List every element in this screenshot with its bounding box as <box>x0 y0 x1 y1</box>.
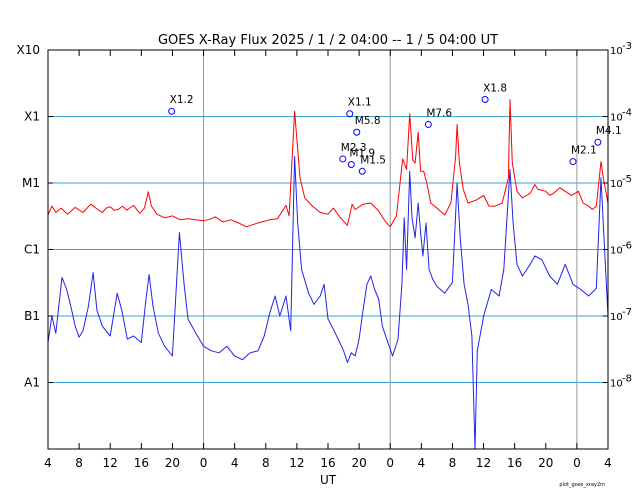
flare-label: M4.1 <box>596 125 622 137</box>
flare-markers: X1.2 X1.1 M5.8 M2.3M1.9M1.5 M7.6 X1.8 M2.1 M4.1 <box>168 83 622 175</box>
flare-label: M1.5 <box>360 154 386 166</box>
x-tick-label: 8 <box>75 456 83 470</box>
x-tick-label: 8 <box>262 456 270 470</box>
flare-marker <box>353 128 361 136</box>
flare-marker <box>346 110 354 118</box>
y-power-label: 10 <box>610 246 623 257</box>
y-power-exponent: -6 <box>622 241 632 252</box>
y-power-label: 10 <box>610 379 623 390</box>
y-power-exponent: -5 <box>622 174 632 185</box>
flare-label: M7.6 <box>426 107 452 119</box>
y-class-label: B1 <box>24 309 40 323</box>
flare-marker <box>339 155 347 163</box>
x-tick-label: 20 <box>165 456 180 470</box>
flare-marker <box>358 167 366 175</box>
x-tick-label: 0 <box>386 456 394 470</box>
x-tick-label: 8 <box>449 456 457 470</box>
y-class-label: M1 <box>22 176 40 190</box>
x-tick-label: 0 <box>200 456 208 470</box>
y-power-exponent: -3 <box>622 41 632 52</box>
flare-marker <box>569 158 577 166</box>
y-power-exponent: -7 <box>622 307 632 318</box>
x-tick-label: 0 <box>573 456 581 470</box>
y-power-label: 10 <box>610 179 623 190</box>
x-tick-label: 16 <box>320 456 335 470</box>
x-tick-label: 4 <box>44 456 52 470</box>
long-flux-line <box>47 99 609 228</box>
x-tick-label: 4 <box>418 456 426 470</box>
series-group <box>47 99 609 450</box>
x-tick-label: 4 <box>604 456 612 470</box>
x-tick-label: 20 <box>351 456 366 470</box>
credit-text: plot_goes_xray2m <box>559 482 605 488</box>
x-tick-label: 12 <box>476 456 491 470</box>
x-axis-label: UT <box>320 473 337 487</box>
flare-marker <box>424 120 432 128</box>
flare-label: X1.2 <box>170 94 194 106</box>
flare-marker <box>347 160 355 168</box>
x-tick-label: 16 <box>134 456 149 470</box>
x-tick-label: 4 <box>231 456 239 470</box>
flare-label: M2.1 <box>571 145 597 157</box>
y-class-label: X1 <box>24 110 40 124</box>
flare-label: X1.1 <box>348 97 372 109</box>
flare-marker <box>594 138 602 146</box>
y-power-label: 10 <box>610 312 623 323</box>
y-power-label: 10 <box>610 113 623 124</box>
flare-marker <box>481 96 489 104</box>
y-power-label: 10 <box>610 46 623 57</box>
flare-label: M2.3 <box>341 142 367 154</box>
x-tick-label: 16 <box>507 456 522 470</box>
flare-marker <box>168 107 176 115</box>
flare-label: X1.8 <box>483 83 507 95</box>
chart-title: GOES X-Ray Flux 2025 / 1 / 2 04:00 -- 1 … <box>158 33 498 48</box>
y-power-exponent: -8 <box>622 374 632 385</box>
gridlines <box>48 50 608 449</box>
x-tick-label: 20 <box>538 456 553 470</box>
y-class-label: A1 <box>24 376 40 390</box>
y-class-label: C1 <box>24 243 40 257</box>
y-power-exponent: -4 <box>622 108 632 119</box>
x-tick-label: 12 <box>103 456 118 470</box>
y-class-label: X10 <box>17 43 41 57</box>
flare-label: M5.8 <box>355 115 381 127</box>
flare-label: M1.9 <box>349 147 375 159</box>
x-tick-label: 12 <box>289 456 304 470</box>
short-flux-line <box>47 156 609 450</box>
